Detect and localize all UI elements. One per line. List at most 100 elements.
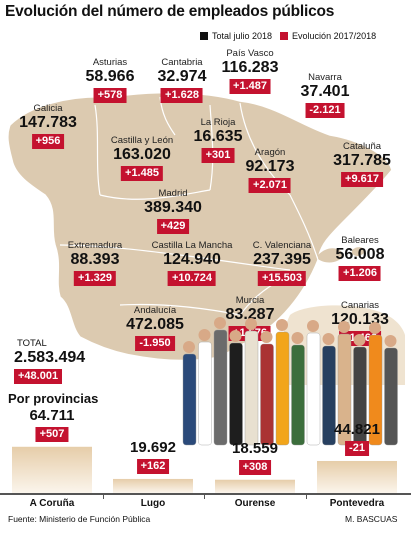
region-name: Castilla La Mancha [151, 240, 233, 251]
province-value-block: 18.559 +308 [232, 440, 278, 475]
region-delta: +2.071 [249, 178, 291, 193]
category-label: Lugo [140, 498, 166, 509]
region-delta: +9.617 [341, 172, 383, 187]
region-total: 56.008 [335, 246, 385, 263]
region-delta: +10.724 [167, 271, 217, 286]
region-delta: +578 [93, 88, 127, 103]
region-name: Castilla y León [110, 135, 174, 146]
x-axis-line [0, 493, 411, 495]
region-name: Navarra [308, 72, 342, 83]
region-total: 389.340 [144, 199, 202, 216]
region-12: C. Valenciana 237.395 +15.503 [253, 240, 311, 286]
province-value-label: 64.711 [29, 406, 75, 424]
legend-total-label: Total julio 2018 [212, 31, 273, 41]
region-total: 163.020 [113, 146, 171, 163]
region-name: La Rioja [200, 117, 236, 128]
region-delta: +1.485 [121, 166, 163, 181]
province-value-label: 18.559 [232, 439, 278, 457]
author-credit: M. BASCUAS [345, 514, 398, 524]
province-value-block: 19.692 +162 [130, 439, 176, 474]
region-11: Castilla La Mancha 124.940 +10.724 [151, 240, 233, 286]
source-note: Fuente: Ministerio de Función Pública [8, 514, 151, 524]
category-label: Ourense [234, 498, 276, 509]
total-block: TOTAL 2.583.494 +48.001 [14, 338, 85, 384]
provinces-title: Por provincias [8, 391, 99, 406]
region-total: 124.940 [163, 251, 221, 268]
province-delta-label: +507 [35, 426, 69, 442]
worker-figure [244, 318, 259, 446]
axis-tick [103, 493, 104, 499]
region-name: Cantabria [161, 57, 203, 68]
region-delta: +1.329 [74, 271, 116, 286]
region-delta: +301 [201, 148, 235, 163]
legend-evolution-swatch [280, 32, 289, 40]
region-delta: +1.206 [339, 266, 381, 281]
region-5: La Rioja 16.635 +301 [193, 117, 243, 163]
worker-figure [229, 330, 243, 446]
bar-2 [215, 479, 295, 493]
region-borders [59, 96, 319, 316]
region-name: Murcia [235, 295, 265, 306]
provinces-bar-chart [12, 446, 397, 493]
province-value-label: 19.692 [130, 438, 176, 456]
worker-figure [182, 341, 197, 446]
region-delta: +15.503 [257, 271, 307, 286]
total-delta: +48.001 [14, 369, 63, 384]
legend: Total julio 2018 Evolución 2017/2018 [200, 31, 376, 41]
region-name: Madrid [158, 188, 188, 199]
region-total: 317.785 [333, 152, 391, 169]
worker-figure [306, 320, 321, 446]
axis-tick [306, 493, 307, 499]
legend-evolution-label: Evolución 2017/2018 [292, 31, 377, 41]
worker-figure [384, 335, 398, 446]
category-label: A Coruña [29, 498, 75, 509]
region-name: Asturias [92, 57, 128, 68]
region-total: 88.393 [70, 251, 120, 268]
region-total: 32.974 [157, 68, 207, 85]
worker-figure [368, 322, 383, 446]
province-value-block: 64.711 +507 [29, 406, 75, 442]
province-delta-label: -21 [345, 440, 369, 456]
total-label: TOTAL [17, 338, 47, 349]
worker-figure [353, 334, 367, 446]
peninsula-shape [7, 91, 393, 362]
province-delta-label: +162 [136, 458, 170, 474]
region-name: Andalucía [133, 305, 177, 316]
region-delta: +1.628 [161, 88, 203, 103]
worker-figure [275, 319, 290, 446]
bar-3 [317, 460, 397, 493]
region-name: Canarias [340, 300, 380, 311]
region-total: 16.635 [193, 128, 243, 145]
region-0: Asturias 58.966 +578 [85, 57, 135, 103]
worker-figure [322, 333, 336, 446]
region-14: Andalucía 472.085 -1.950 [126, 305, 184, 351]
worker-figure [337, 321, 352, 446]
region-2: País Vasco 116.283 +1.487 [222, 48, 278, 94]
province-value-block: 44.821 -21 [334, 421, 380, 456]
region-9: Madrid 389.340 +429 [144, 188, 202, 234]
region-name: Baleares [341, 235, 379, 246]
axis-tick [204, 493, 205, 499]
region-10: Extremadura 88.393 +1.329 [68, 240, 122, 286]
legend-total-swatch [200, 32, 208, 40]
region-6: Castilla y León 163.020 +1.485 [111, 135, 173, 181]
region-name: Aragón [254, 147, 286, 158]
workers-illustration [182, 317, 398, 446]
baleares-shape [318, 247, 365, 263]
region-name: País Vasco [226, 48, 274, 59]
category-label: Pontevedra [329, 498, 385, 509]
region-total: 83.287 [225, 306, 275, 323]
page-title: Evolución del número de empleados públic… [5, 3, 335, 20]
worker-figure [260, 331, 274, 446]
total-value: 2.583.494 [14, 349, 86, 366]
region-total: 58.966 [85, 68, 135, 85]
region-name: Galicia [33, 103, 63, 114]
province-value-label: 44.821 [334, 420, 380, 438]
region-delta: +956 [31, 134, 65, 149]
region-4: Galicia 147.783 +956 [19, 103, 77, 149]
region-delta: +1.487 [229, 79, 271, 94]
region-1: Cantabria 32.974 +1.628 [157, 57, 207, 103]
region-13: Baleares 56.008 +1.206 [335, 235, 385, 281]
bar-0 [12, 446, 92, 493]
region-total: 37.401 [300, 83, 350, 100]
